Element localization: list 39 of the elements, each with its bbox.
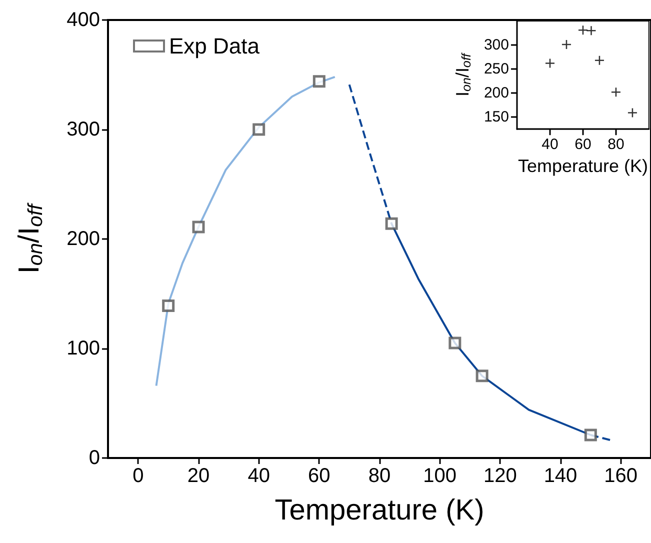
x-tick-label: 80 (368, 465, 391, 487)
y-axis-title: Ion/Ioff (13, 202, 47, 274)
x-tick-label: 160 (604, 465, 638, 487)
y-tick-label: 400 (66, 9, 100, 31)
point (578, 26, 588, 35)
point (545, 58, 554, 68)
point (628, 108, 637, 118)
x-axis-title: Temperature (K) (518, 156, 648, 176)
point (584, 428, 597, 442)
x-tick-label: 60 (574, 136, 592, 154)
x-axis-title: Temperature (K) (274, 494, 484, 526)
x-tick-label: 140 (544, 465, 578, 487)
x-tick-label: 40 (248, 465, 270, 487)
x-tick-label: 20 (187, 465, 210, 487)
point (162, 300, 175, 312)
y-tick-label: 200 (66, 228, 100, 250)
legend-label: Exp Data (169, 34, 260, 58)
y-tick-label: 250 (484, 60, 509, 78)
point (192, 220, 205, 234)
y-axis-title: Ion/Ioff (452, 52, 474, 97)
x-tick-label: 60 (308, 465, 330, 487)
x-tick-label: 40 (542, 136, 558, 154)
x-tick-label: 120 (483, 465, 517, 487)
x-tick-label: 0 (132, 465, 144, 487)
point (385, 217, 398, 230)
y-tick-label: 200 (484, 84, 509, 102)
point (252, 123, 266, 136)
point (312, 75, 326, 88)
x-tick-label: 80 (608, 136, 624, 154)
y-tick-label: 300 (66, 118, 100, 140)
x-tick-label: 100 (423, 465, 457, 487)
y-tick-label: 0 (88, 447, 100, 469)
line-series (155, 76, 336, 387)
point (448, 336, 462, 350)
point (586, 26, 596, 36)
y-tick-label: 100 (66, 338, 100, 360)
point (476, 370, 488, 382)
y-tick-label: 300 (484, 36, 509, 54)
y-tick-label: 150 (484, 108, 509, 126)
